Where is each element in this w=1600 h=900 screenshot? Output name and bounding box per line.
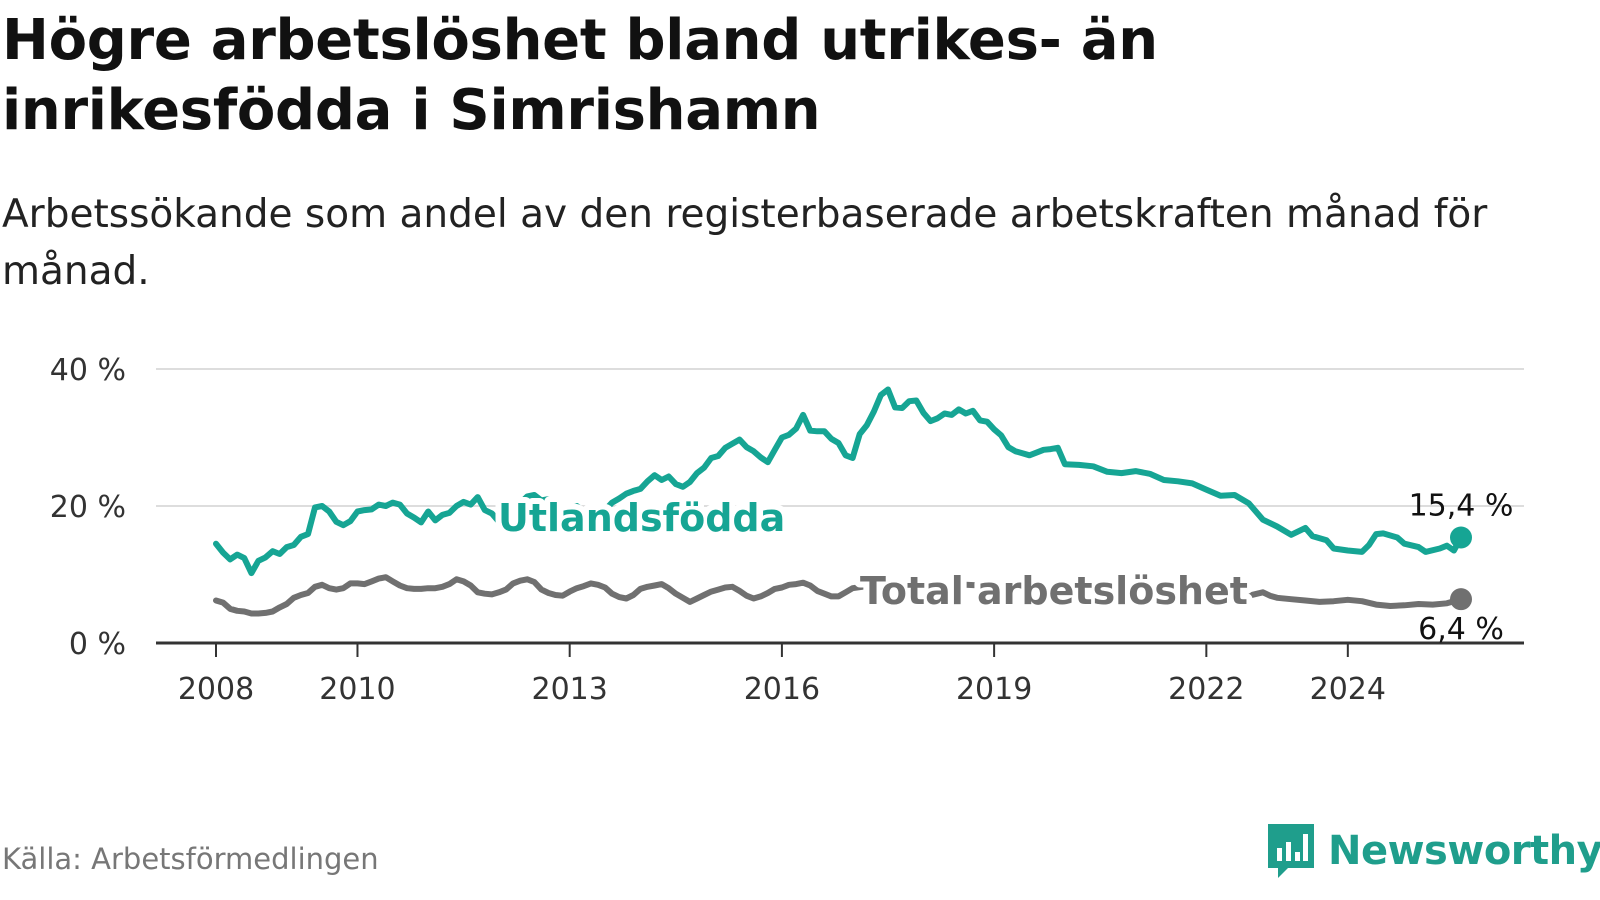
line-chart: 0 % 20 % 40 % 2008 2010 2013 2016 2019 2022 2024… (50, 353, 1524, 707)
series-layer (213, 386, 1472, 617)
series-label-halo: Utlandsfödda (498, 496, 785, 540)
x-tick-label: 2022 (1168, 672, 1244, 707)
series-label-0: Utlandsfödda (498, 496, 785, 540)
series-end-value-1: 6,4 % (1418, 612, 1504, 647)
x-tick-label: 2019 (956, 672, 1032, 707)
y-tick-label: 0 % (69, 627, 126, 662)
series-label-halo: Total arbetslöshet (860, 569, 1248, 613)
y-tick-label: 40 % (50, 353, 126, 388)
series-line-1 (213, 574, 1464, 617)
x-tick-label: 2016 (744, 672, 820, 707)
chart-title: Högre arbetslöshet bland utrikes- än inr… (2, 8, 1158, 143)
x-tick-label: 2008 (178, 672, 254, 707)
series-end-dot-0 (1450, 526, 1472, 549)
series-end-dot-1 (1450, 588, 1472, 611)
x-tick-label: 2024 (1310, 672, 1386, 707)
series-label-1: Total arbetslöshet (860, 569, 1248, 613)
source-note: Källa: Arbetsförmedlingen (2, 842, 379, 876)
x-axis-ticks: 2008 2010 2013 2016 2019 2022 2024 (178, 643, 1386, 707)
brand-name: Newsworthy (1328, 828, 1600, 874)
y-axis-ticks: 0 % 20 % 40 % (50, 353, 126, 662)
brand-logo[interactable]: Newsworthy (1266, 822, 1600, 880)
series-end-value-0: 15,4 % (1409, 489, 1514, 524)
label-layer: 15,4 %6,4 %UtlandsföddaUtlandsföddaTotal… (492, 489, 1514, 648)
newsworthy-logo-icon (1268, 824, 1314, 878)
y-tick-label: 20 % (50, 490, 126, 525)
chart-subtitle: Arbetssökande som andel av den registerb… (2, 192, 1488, 294)
series-line-0 (213, 386, 1464, 577)
x-tick-label: 2010 (319, 672, 395, 707)
x-tick-label: 2013 (532, 672, 608, 707)
